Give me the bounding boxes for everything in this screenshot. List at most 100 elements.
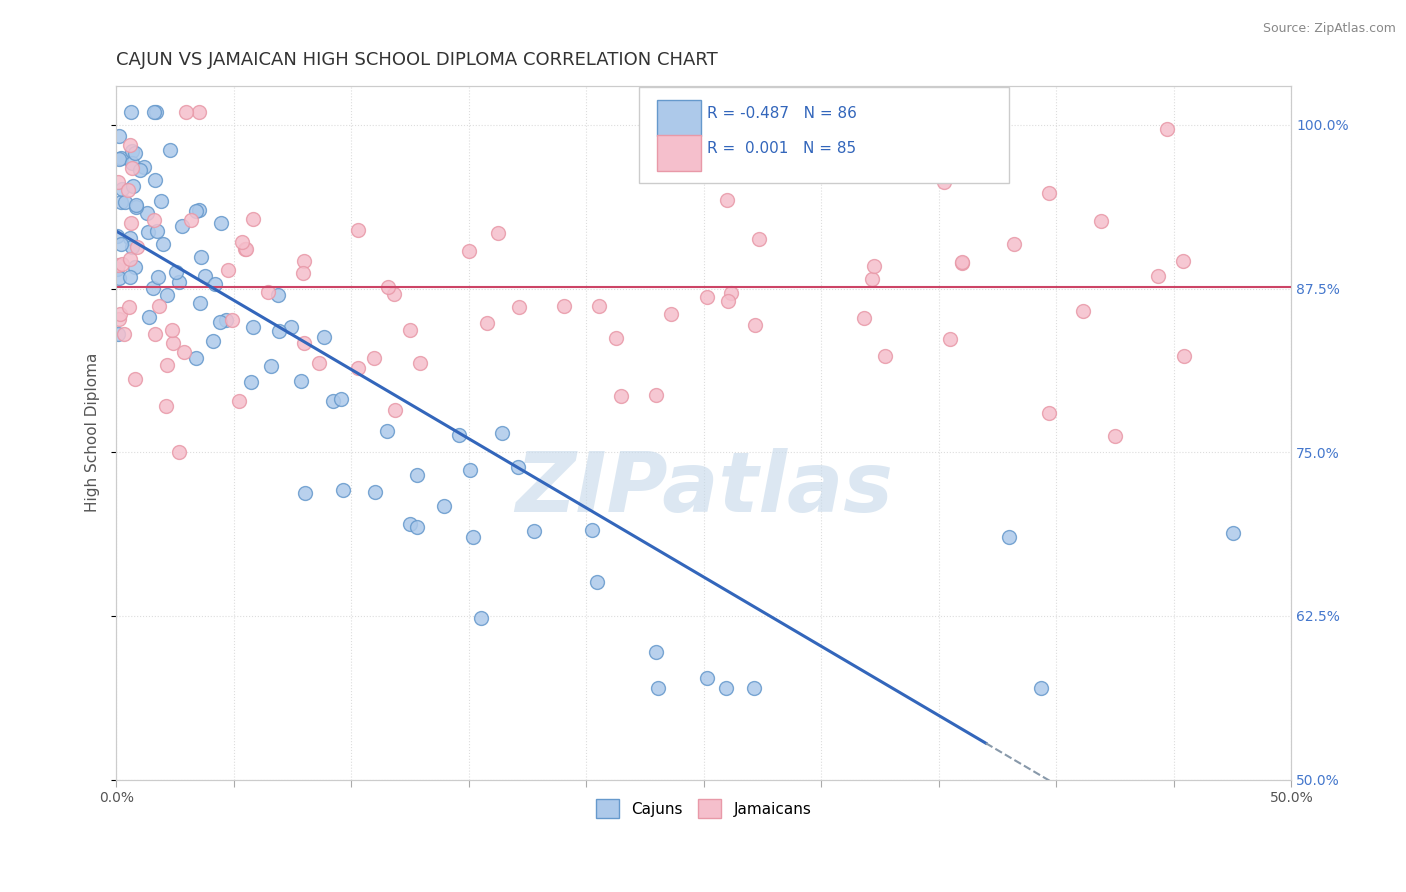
- Point: [121, 161, 143, 175]
- Point: [508, 460, 530, 475]
- Point: [292, 254, 315, 268]
- Point: [186, 204, 208, 219]
- Point: [105, 229, 128, 244]
- Point: [294, 335, 316, 350]
- Point: [162, 323, 184, 337]
- Point: [696, 671, 718, 685]
- Point: [165, 265, 187, 279]
- Point: [1002, 237, 1025, 252]
- Point: [176, 104, 198, 119]
- Point: [523, 524, 546, 538]
- Point: [644, 388, 666, 402]
- Point: [260, 359, 283, 373]
- Point: [136, 225, 159, 239]
- Point: [308, 356, 330, 370]
- Point: [159, 143, 181, 157]
- Point: [998, 530, 1021, 544]
- Point: [322, 393, 344, 408]
- Point: [1038, 406, 1060, 420]
- Point: [242, 212, 264, 227]
- Point: [190, 250, 212, 264]
- Point: [242, 319, 264, 334]
- Point: [470, 610, 492, 624]
- Point: [107, 326, 129, 341]
- Text: Source: ZipAtlas.com: Source: ZipAtlas.com: [1263, 22, 1396, 36]
- Point: [173, 345, 195, 359]
- Point: [120, 216, 142, 230]
- Point: [932, 175, 955, 189]
- Point: [332, 483, 354, 497]
- Point: [120, 231, 142, 245]
- Point: [138, 310, 160, 325]
- Point: [267, 324, 290, 338]
- Point: [105, 262, 128, 277]
- Point: [125, 197, 148, 211]
- Point: [121, 155, 143, 169]
- Point: [744, 318, 766, 332]
- Point: [117, 183, 139, 197]
- Point: [647, 681, 669, 695]
- Point: [720, 285, 742, 300]
- Point: [202, 334, 225, 348]
- Point: [228, 393, 250, 408]
- Point: [142, 212, 165, 227]
- Point: [204, 277, 226, 291]
- Point: [939, 332, 962, 346]
- Point: [1090, 213, 1112, 227]
- Point: [475, 316, 498, 330]
- Point: [950, 256, 973, 270]
- Point: [588, 299, 610, 313]
- Point: [398, 322, 420, 336]
- Point: [659, 307, 682, 321]
- Point: [124, 372, 146, 386]
- Point: [586, 574, 609, 589]
- Point: [120, 270, 142, 285]
- Point: [120, 104, 142, 119]
- Point: [290, 374, 312, 388]
- Point: [257, 285, 280, 299]
- Point: [235, 242, 257, 256]
- Point: [314, 330, 336, 344]
- Point: [1104, 429, 1126, 443]
- Point: [1222, 526, 1244, 541]
- Point: [118, 300, 141, 314]
- Point: [463, 530, 485, 544]
- Point: [1156, 121, 1178, 136]
- Point: [108, 270, 131, 285]
- Point: [156, 358, 179, 372]
- Point: [121, 144, 143, 158]
- Point: [111, 182, 134, 196]
- Point: [408, 356, 430, 370]
- Point: [406, 520, 429, 534]
- Point: [184, 351, 207, 365]
- Point: [1173, 254, 1195, 268]
- Point: [457, 244, 479, 258]
- Point: [235, 243, 257, 257]
- Point: [377, 279, 399, 293]
- Point: [120, 252, 142, 267]
- Point: [118, 138, 141, 153]
- Point: [136, 205, 159, 219]
- Point: [121, 240, 143, 254]
- Point: [860, 272, 883, 286]
- Point: [267, 288, 290, 302]
- Point: [491, 426, 513, 441]
- Point: [110, 194, 132, 209]
- Point: [581, 523, 603, 537]
- Point: [716, 193, 738, 207]
- Point: [863, 260, 886, 274]
- Point: [148, 299, 170, 313]
- Point: [696, 290, 718, 304]
- Text: R =  0.001   N = 85: R = 0.001 N = 85: [707, 141, 856, 156]
- Point: [146, 224, 169, 238]
- Point: [852, 310, 875, 325]
- Point: [905, 141, 928, 155]
- Point: [108, 128, 131, 143]
- Point: [221, 312, 243, 326]
- Point: [553, 299, 575, 313]
- FancyBboxPatch shape: [640, 87, 1010, 183]
- Point: [1173, 349, 1195, 363]
- Point: [167, 275, 190, 289]
- Point: [110, 307, 132, 321]
- Point: [169, 445, 191, 459]
